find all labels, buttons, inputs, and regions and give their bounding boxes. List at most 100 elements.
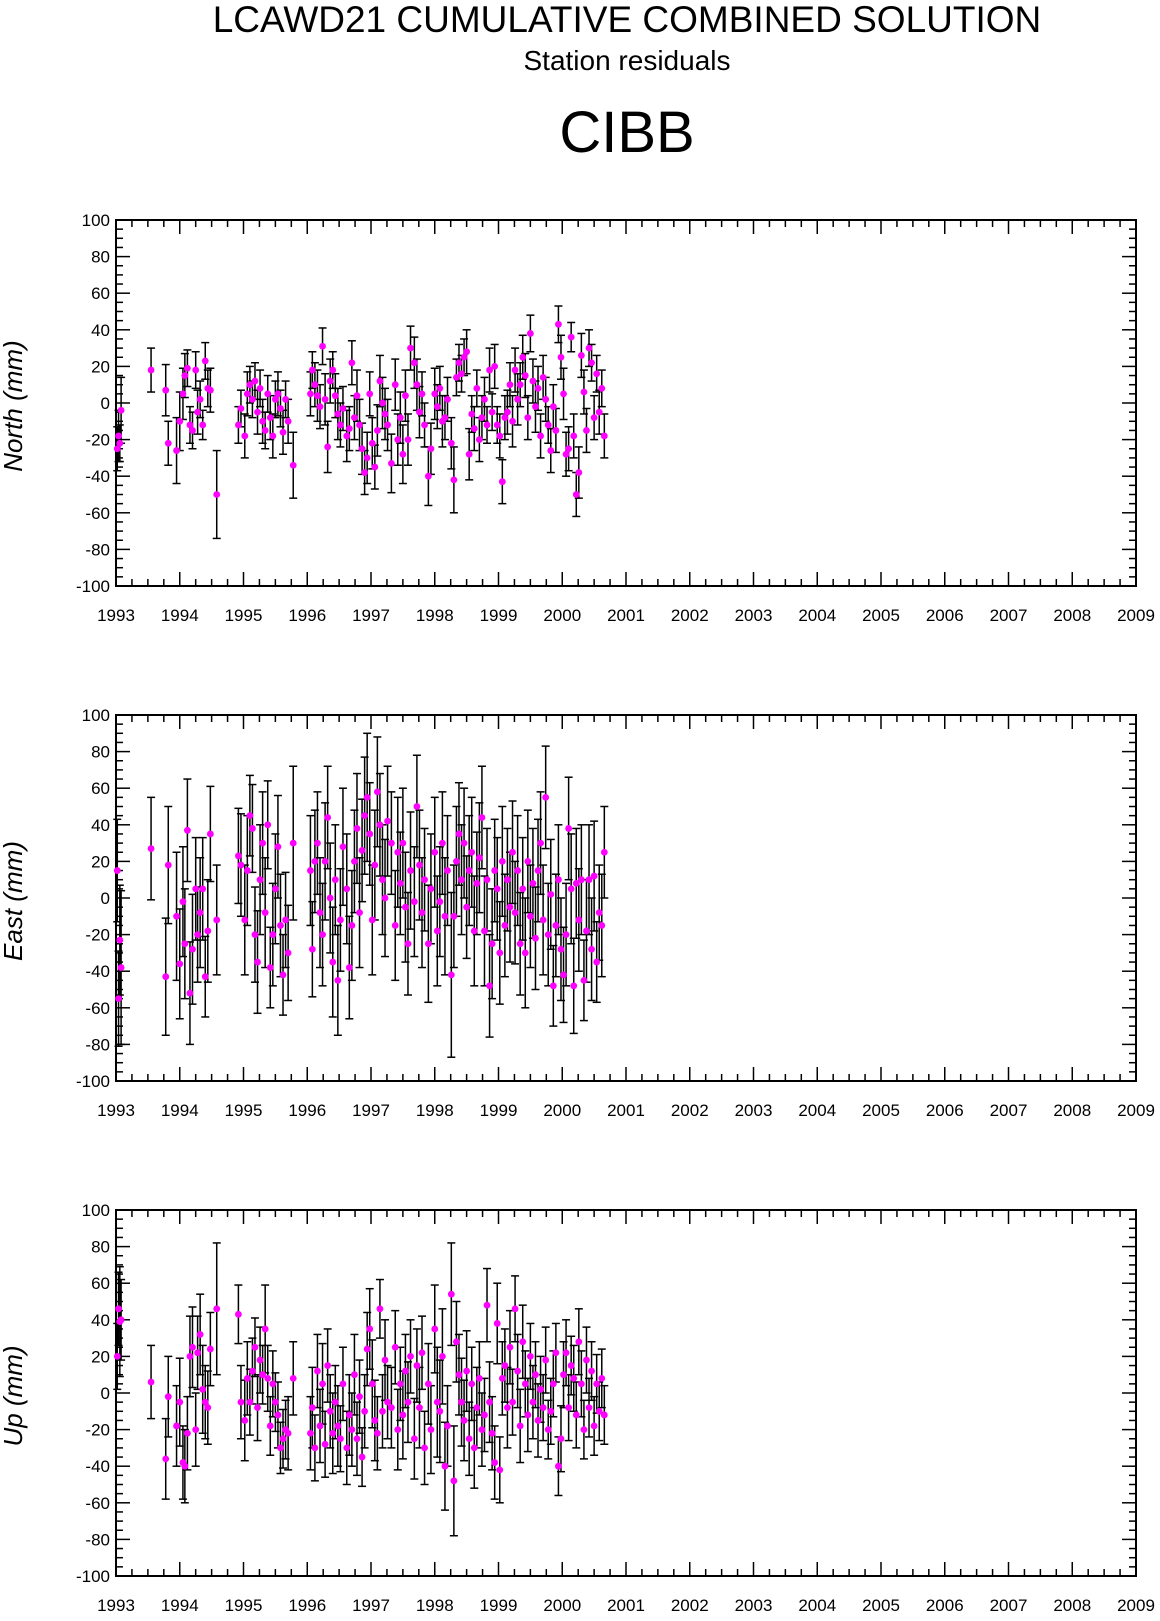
up-data-point	[565, 1404, 573, 1412]
north-data-point	[483, 421, 491, 429]
north-data-point	[199, 421, 207, 429]
east-ytick-label: -40	[85, 962, 110, 981]
up-data-point	[339, 1380, 347, 1388]
north-data-point	[271, 395, 279, 403]
north-data-point	[501, 414, 509, 422]
east-data-point	[204, 927, 212, 935]
up-data-point	[421, 1444, 428, 1452]
north-data-point	[549, 403, 557, 411]
east-data-point	[319, 931, 326, 938]
east-xtick-label: 1997	[352, 1101, 390, 1120]
east-data-point	[555, 876, 562, 884]
east-data-point	[269, 931, 277, 938]
east-data-point	[593, 958, 601, 966]
north-data-point	[176, 417, 184, 425]
up-data-point	[514, 1367, 522, 1375]
east-data-point	[436, 898, 444, 906]
up-data-point	[455, 1371, 463, 1379]
east-data-point	[179, 898, 187, 906]
east-data-point	[542, 793, 550, 801]
up-data-point	[331, 1398, 339, 1406]
east-data-point	[473, 879, 481, 887]
north-data-point	[363, 454, 371, 462]
north-data-point	[470, 425, 478, 433]
north-data-point	[162, 386, 170, 394]
station-name: CIBB	[559, 100, 694, 165]
north-data-point	[416, 408, 423, 416]
north-data-point	[570, 432, 578, 440]
east-xtick-label: 1999	[480, 1101, 518, 1120]
east-data-point	[407, 867, 414, 874]
east-data-point	[475, 854, 483, 862]
east-xtick-label: 2006	[926, 1101, 964, 1120]
north-data-point	[493, 421, 501, 429]
east-data-point	[441, 912, 449, 920]
north-data-point	[201, 357, 209, 365]
east-axis-label: East (mm)	[0, 841, 28, 961]
up-xtick-label: 2007	[990, 1596, 1028, 1615]
east-data-point	[504, 876, 511, 884]
north-xtick-label: 2009	[1117, 606, 1155, 625]
up-data-point	[274, 1411, 282, 1419]
east-data-point	[532, 934, 539, 942]
up-data-point	[600, 1411, 608, 1419]
east-data-point	[526, 912, 534, 920]
up-data-point	[371, 1417, 379, 1424]
up-data-point	[241, 1417, 249, 1424]
east-ytick-label: -100	[76, 1072, 110, 1091]
north-data-point	[600, 432, 608, 440]
up-data-point	[458, 1398, 465, 1406]
up-data-point	[113, 1353, 121, 1360]
north-data-point	[381, 410, 389, 418]
north-data-point	[269, 432, 277, 440]
east-data-point	[549, 982, 557, 990]
north-data-point	[436, 384, 444, 392]
figure-title: LCAWD21 CUMULATIVE COMBINED SOLUTION	[213, 0, 1042, 40]
up-data-point	[588, 1367, 595, 1375]
north-ytick-label: -80	[85, 540, 110, 559]
north-data-point	[560, 390, 567, 398]
up-data-point	[488, 1429, 496, 1437]
east-data-point	[246, 812, 254, 820]
north-data-point	[307, 390, 314, 398]
east-data-point	[371, 861, 379, 869]
up-data-point	[343, 1444, 351, 1452]
east-data-point	[418, 909, 426, 917]
north-data-point	[113, 445, 121, 453]
east-data-point	[552, 922, 560, 929]
north-xtick-label: 2002	[671, 606, 709, 625]
east-ytick-label: 100	[82, 706, 110, 725]
north-data-point	[179, 390, 187, 398]
up-data-point	[237, 1398, 245, 1406]
north-data-point	[289, 461, 297, 469]
north-data-point	[481, 395, 488, 403]
north-axis-label: North (mm)	[0, 340, 28, 471]
up-data-point	[532, 1371, 539, 1379]
east-ytick-label: 0	[101, 889, 110, 908]
east-data-point	[326, 894, 334, 902]
east-data-point	[243, 867, 251, 874]
up-data-point	[534, 1417, 542, 1424]
east-data-point	[213, 916, 221, 924]
east-data-point	[460, 839, 468, 847]
north-data-point	[585, 344, 593, 352]
east-data-point	[176, 960, 184, 968]
up-data-point	[356, 1393, 363, 1401]
up-data-point	[460, 1417, 468, 1424]
north-data-point	[319, 342, 326, 350]
east-xtick-label: 2009	[1117, 1101, 1155, 1120]
up-ytick-label: -60	[85, 1494, 110, 1513]
north-ytick-label: -40	[85, 467, 110, 486]
up-data-point	[447, 1290, 455, 1298]
east-data-point	[537, 839, 544, 847]
north-data-point	[421, 421, 428, 429]
east-data-point	[366, 830, 374, 838]
east-data-point	[506, 903, 514, 911]
up-data-point	[249, 1367, 256, 1375]
up-data-point	[235, 1310, 242, 1318]
up-ytick-label: 60	[91, 1274, 110, 1293]
up-data-point	[436, 1407, 444, 1415]
east-ytick-label: 40	[91, 816, 110, 835]
east-data-point	[498, 858, 506, 865]
north-xtick-label: 1995	[225, 606, 263, 625]
